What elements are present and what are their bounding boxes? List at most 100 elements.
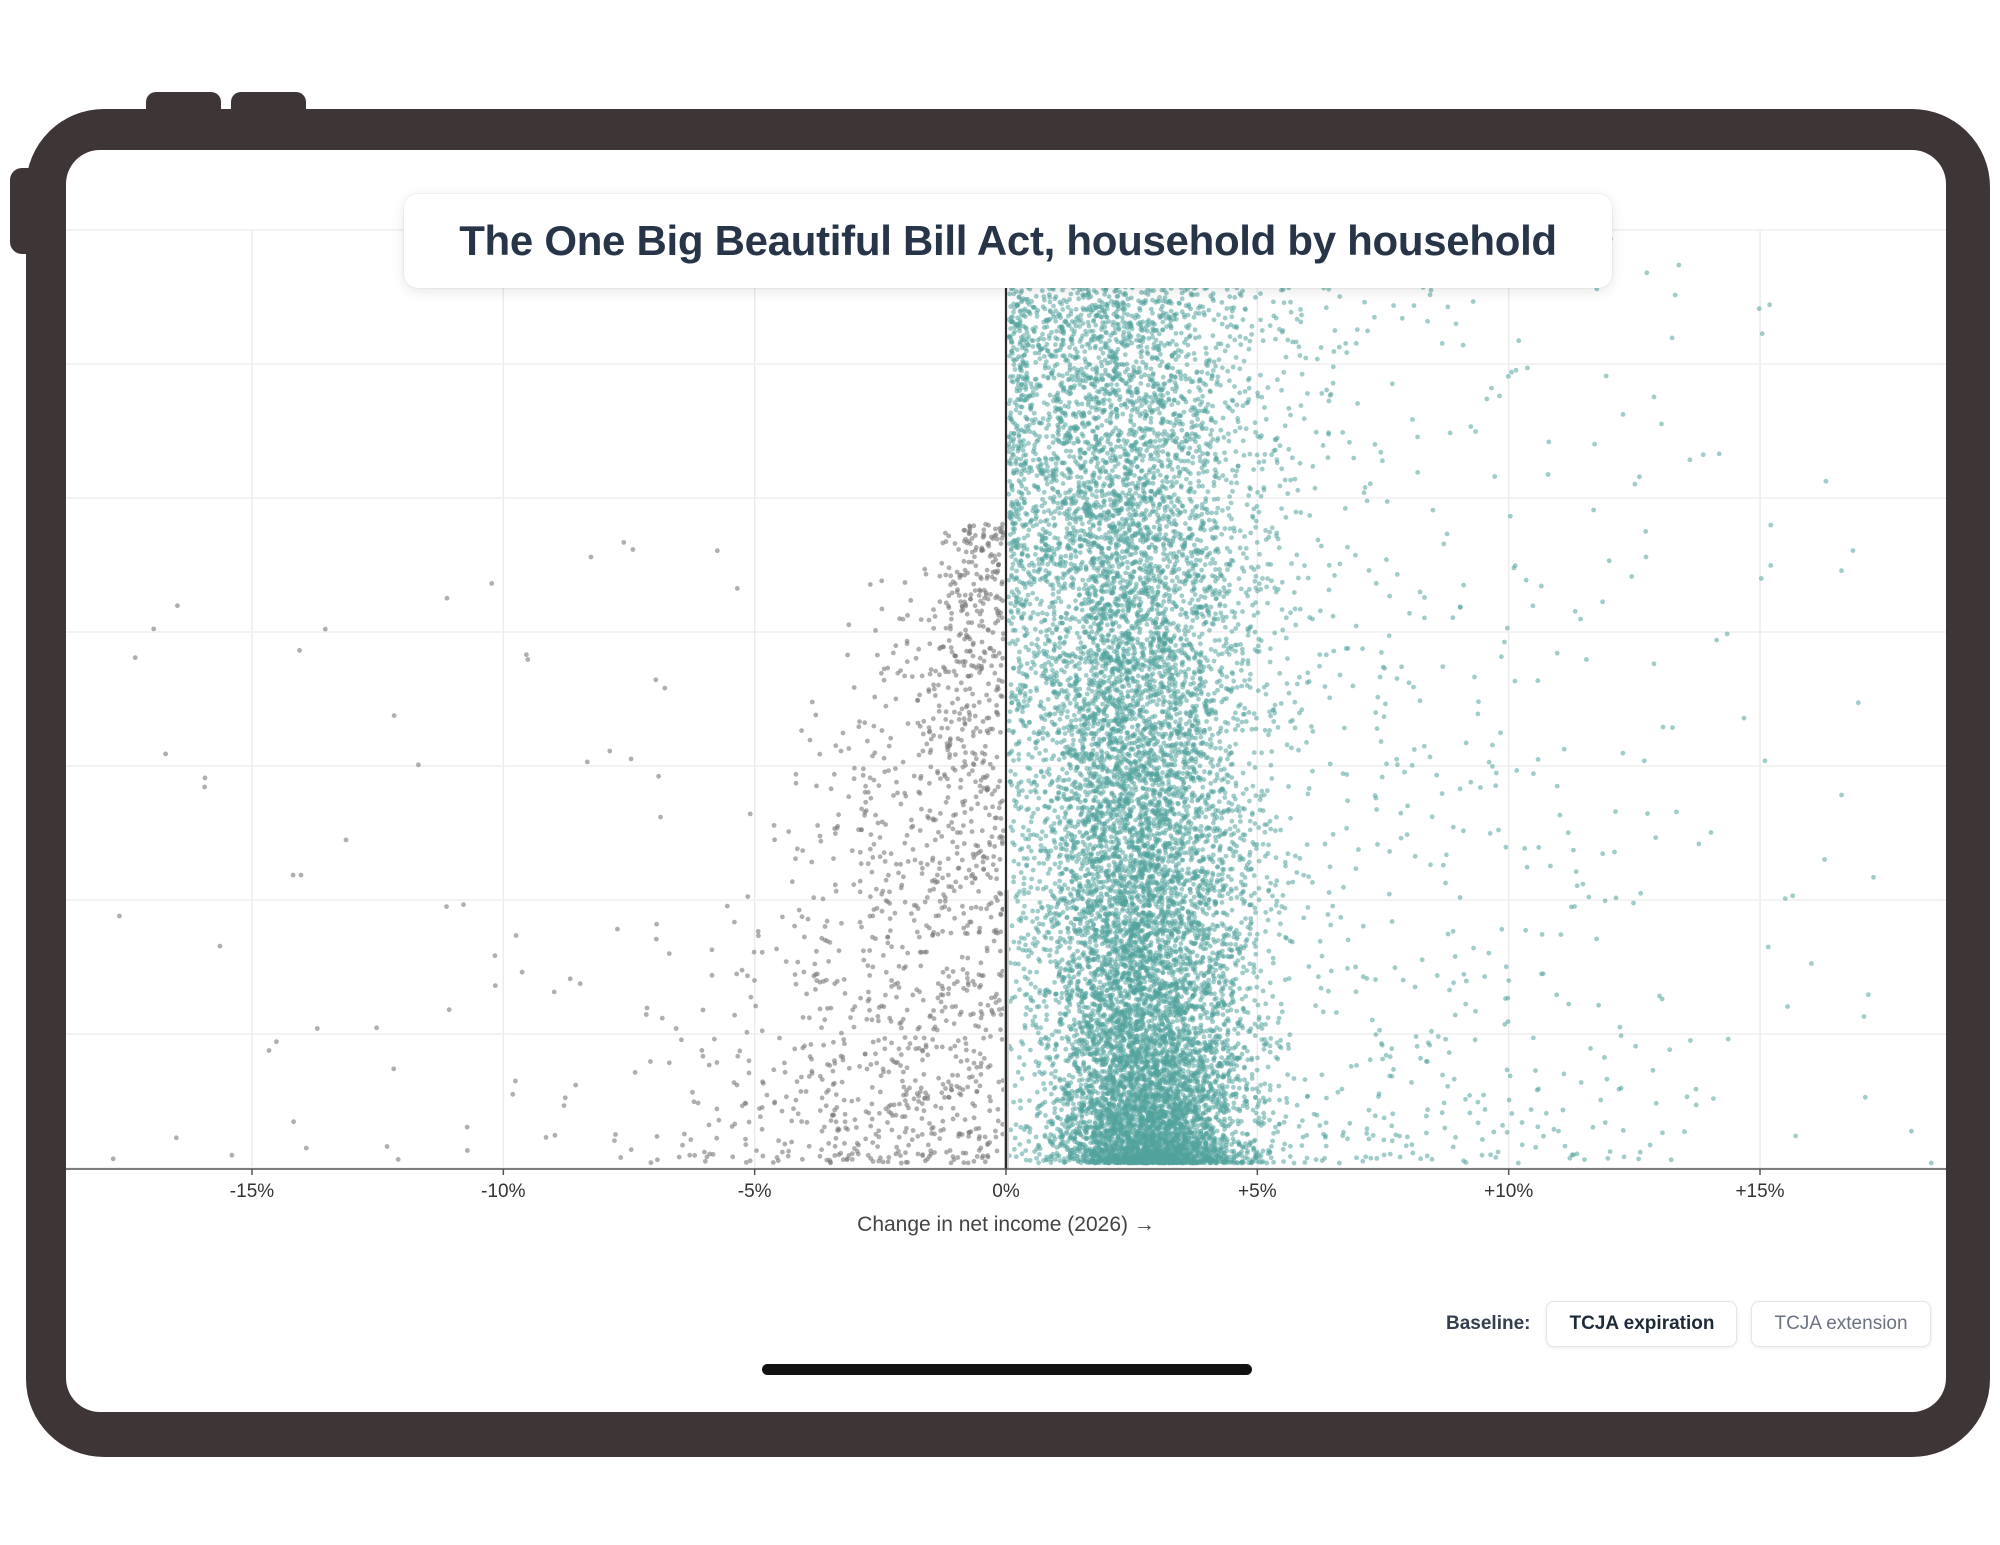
- gain-point: [1237, 390, 1242, 396]
- gain-point: [1148, 634, 1154, 640]
- gain-point: [1199, 369, 1205, 375]
- gain-point: [1573, 869, 1579, 874]
- gain-point: [1380, 1056, 1385, 1062]
- gain-point: [1265, 1064, 1271, 1070]
- gain-point: [1232, 614, 1237, 620]
- gain-point: [1223, 457, 1229, 463]
- gain-point: [1332, 328, 1338, 333]
- gain-point: [1248, 671, 1253, 677]
- gain-point: [1475, 1120, 1481, 1126]
- gain-point: [1076, 1078, 1082, 1083]
- gain-point: [1038, 714, 1044, 719]
- gain-point: [1116, 387, 1122, 393]
- gain-point: [1011, 819, 1017, 824]
- gain-point: [1179, 593, 1185, 599]
- gain-point: [1274, 878, 1280, 884]
- gain-point: [1243, 916, 1248, 921]
- gain-point: [1025, 932, 1031, 938]
- gain-point: [1270, 893, 1275, 899]
- gain-point: [1108, 477, 1114, 483]
- gain-point: [1398, 810, 1404, 816]
- gain-point: [1253, 573, 1259, 579]
- gain-point: [1267, 728, 1272, 733]
- gain-point: [1637, 1149, 1643, 1155]
- gain-point: [1288, 610, 1293, 616]
- gain-point: [1041, 1081, 1046, 1086]
- gain-point: [1073, 598, 1078, 604]
- gain-point: [1213, 611, 1218, 617]
- gain-point: [1604, 1076, 1610, 1082]
- gain-point: [1041, 774, 1047, 780]
- gain-point: [1278, 921, 1283, 927]
- gain-point: [1404, 832, 1410, 837]
- gain-point: [1052, 980, 1057, 985]
- gain-point: [1287, 1032, 1293, 1038]
- gain-point: [1149, 607, 1155, 613]
- gain-point: [1033, 293, 1039, 299]
- gain-point: [1100, 320, 1105, 325]
- gain-point: [1221, 435, 1227, 440]
- gain-point: [1041, 373, 1046, 379]
- gain-point: [1077, 666, 1082, 672]
- gain-point: [1383, 1052, 1389, 1058]
- gain-point: [1480, 1137, 1485, 1142]
- gain-point: [1028, 688, 1033, 694]
- gain-point: [1090, 876, 1096, 882]
- gain-point: [1489, 385, 1494, 391]
- gain-point: [1294, 870, 1300, 875]
- gain-point: [1756, 306, 1762, 312]
- gain-point: [1223, 853, 1229, 859]
- gain-point: [1272, 702, 1278, 708]
- gain-point: [1194, 953, 1200, 959]
- gain-point: [1222, 348, 1228, 354]
- gain-point: [1612, 849, 1617, 855]
- gain-point: [1275, 1020, 1281, 1025]
- gain-point: [1219, 531, 1225, 537]
- gain-point: [1280, 627, 1286, 633]
- gain-point: [1503, 964, 1509, 970]
- gain-point: [1471, 945, 1476, 951]
- gain-point: [1085, 846, 1091, 852]
- gain-point: [1173, 643, 1178, 648]
- gain-point: [1195, 597, 1201, 603]
- gain-point: [1200, 784, 1206, 790]
- gain-point: [1282, 423, 1288, 429]
- gain-point: [1716, 451, 1722, 457]
- gain-point: [1373, 977, 1378, 982]
- gain-point: [1351, 455, 1357, 461]
- gain-point: [1027, 1098, 1032, 1103]
- gain-point: [1008, 1127, 1014, 1133]
- gain-point: [1080, 577, 1086, 583]
- gain-point: [1281, 300, 1287, 306]
- gain-point: [1213, 596, 1219, 602]
- gain-point: [1225, 567, 1230, 572]
- gain-point: [1110, 468, 1115, 473]
- gain-point: [1222, 450, 1227, 456]
- gain-point: [1415, 470, 1421, 475]
- gain-point: [1125, 565, 1130, 571]
- gain-point: [1081, 385, 1087, 390]
- gain-point: [1194, 292, 1200, 297]
- gain-point: [1199, 465, 1205, 471]
- gain-point: [1019, 1151, 1025, 1157]
- gain-point: [1021, 476, 1027, 482]
- gain-point: [1113, 326, 1118, 332]
- gain-point: [1319, 1158, 1325, 1163]
- gain-point: [1209, 510, 1214, 516]
- gain-point: [1257, 581, 1262, 587]
- gain-point: [1259, 328, 1265, 333]
- gain-point: [1190, 454, 1196, 460]
- gain-point: [1191, 632, 1197, 638]
- gain-point: [1415, 434, 1420, 440]
- gain-point: [1016, 940, 1022, 945]
- gain-point: [1260, 841, 1266, 847]
- gain-point: [1152, 492, 1158, 498]
- gain-point: [1266, 1097, 1272, 1103]
- gain-point: [1066, 1072, 1072, 1078]
- gain-point: [1123, 531, 1129, 537]
- gain-point: [1268, 713, 1273, 719]
- gain-point: [1486, 950, 1492, 956]
- gain-point: [1132, 473, 1137, 478]
- gain-point: [1062, 882, 1067, 888]
- gain-point: [1207, 550, 1213, 556]
